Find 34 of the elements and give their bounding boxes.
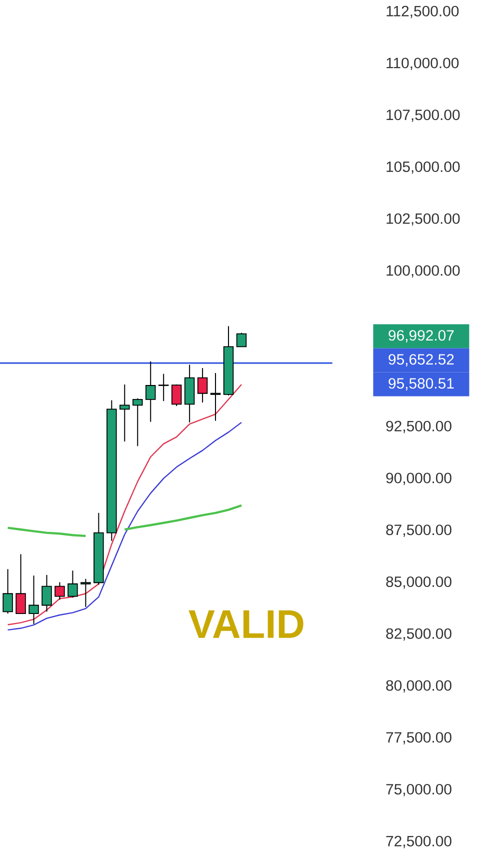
candlestick (132, 398, 143, 447)
y-tick-label: 72,500.00 (386, 836, 452, 848)
candlestick (158, 373, 169, 402)
candlestick (145, 360, 156, 422)
y-tick-label: 75,000.00 (386, 784, 452, 796)
candlestick (210, 372, 221, 422)
candlestick (54, 582, 65, 600)
annotation: VALID (188, 610, 304, 638)
y-tick-label: 82,500.00 (386, 628, 452, 641)
y-tick-label: 92,500.00 (386, 420, 452, 434)
y-tick-label: 110,000.00 (386, 58, 459, 70)
text: 95,580.51 (388, 378, 454, 390)
y-tick-label: 87,500.00 (386, 524, 452, 537)
y-tick-label: 107,500.00 (386, 110, 460, 122)
y-tick-label: 85,000.00 (386, 576, 452, 589)
y-tick-label: 102,500.00 (386, 213, 460, 226)
candlestick (68, 570, 78, 598)
y-tick-label: 100,000.00 (386, 265, 460, 278)
text: 95,652.52 (388, 354, 454, 366)
candlestick (197, 368, 208, 404)
candlestick (120, 384, 130, 442)
candlestick (171, 384, 182, 407)
y-tick-label: 112,500.00 (386, 6, 459, 18)
candlestick (28, 575, 39, 624)
y-tick-label: 77,500.00 (386, 732, 452, 744)
candlestick (42, 574, 52, 612)
candlestick (16, 554, 26, 614)
y-tick-label: 80,000.00 (386, 680, 452, 693)
candlestick (236, 332, 247, 348)
text: 96,992.07 (388, 330, 454, 342)
y-tick-label: 105,000.00 (386, 161, 460, 174)
y-tick-label: 90,000.00 (386, 472, 452, 486)
candlestick (2, 568, 13, 614)
candlestick (80, 578, 91, 608)
